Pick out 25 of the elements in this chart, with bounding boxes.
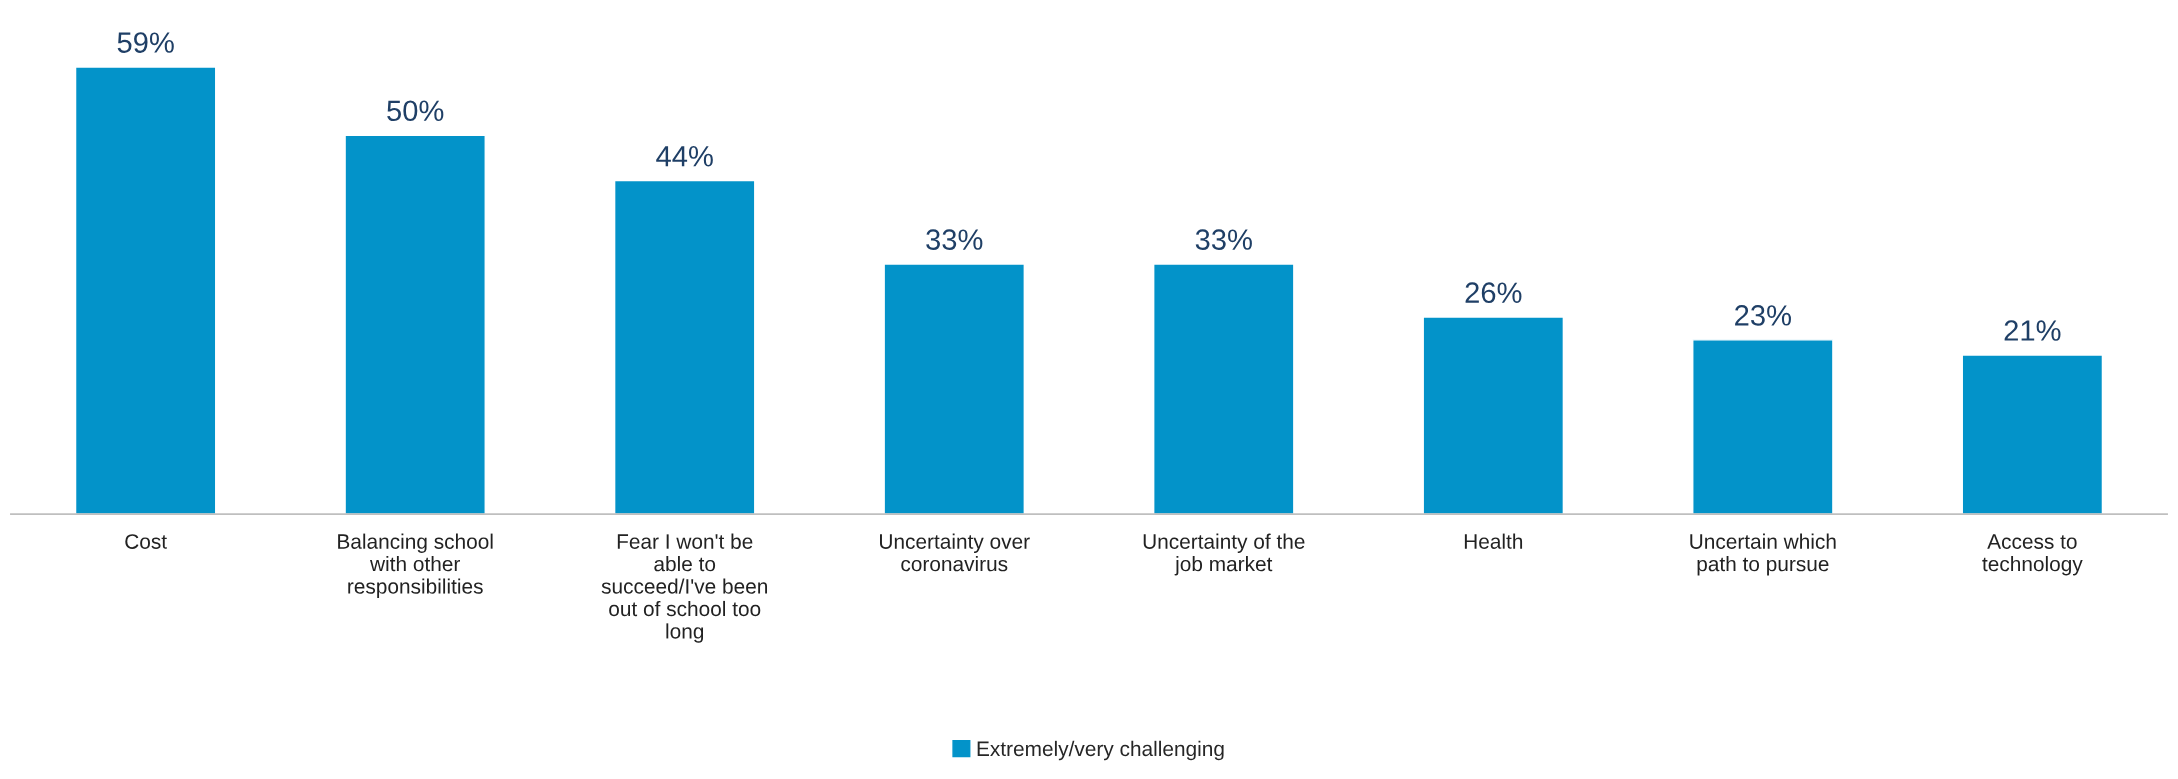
x-tick-label: Uncertain which path to pursue	[1690, 533, 1836, 576]
data-label: 33%	[926, 229, 983, 250]
x-tick-label: Fear I won't be able to succeed/I've been out of school too long	[601, 533, 768, 643]
x-tick-label: Uncertainty over coronavirus	[880, 533, 1030, 572]
bar	[74, 66, 217, 515]
bar	[883, 263, 1026, 515]
data-label: 23%	[1735, 305, 1791, 326]
x-tick-label: Uncertainty of the job market	[1143, 533, 1305, 576]
bar	[1961, 354, 2104, 515]
data-label: 50%	[387, 100, 444, 122]
bar	[1422, 316, 1565, 515]
data-label: 44%	[656, 146, 713, 167]
data-label: 33%	[1195, 229, 1252, 250]
x-tick-label: Balancing school with other responsibilities	[338, 533, 493, 598]
bar	[613, 179, 756, 515]
x-tick-label: Health	[1464, 533, 1523, 549]
x-tick-label: Access to technology	[1982, 534, 2083, 576]
bar	[1152, 263, 1295, 515]
data-label: 26%	[1465, 282, 1522, 303]
bar	[1692, 339, 1834, 515]
bar	[344, 134, 486, 515]
data-label: 21%	[2004, 320, 2061, 341]
data-label: 59%	[117, 32, 174, 53]
x-tick-label: Cost	[125, 534, 167, 549]
legend-label: Extremely/very challenging	[977, 740, 1224, 761]
